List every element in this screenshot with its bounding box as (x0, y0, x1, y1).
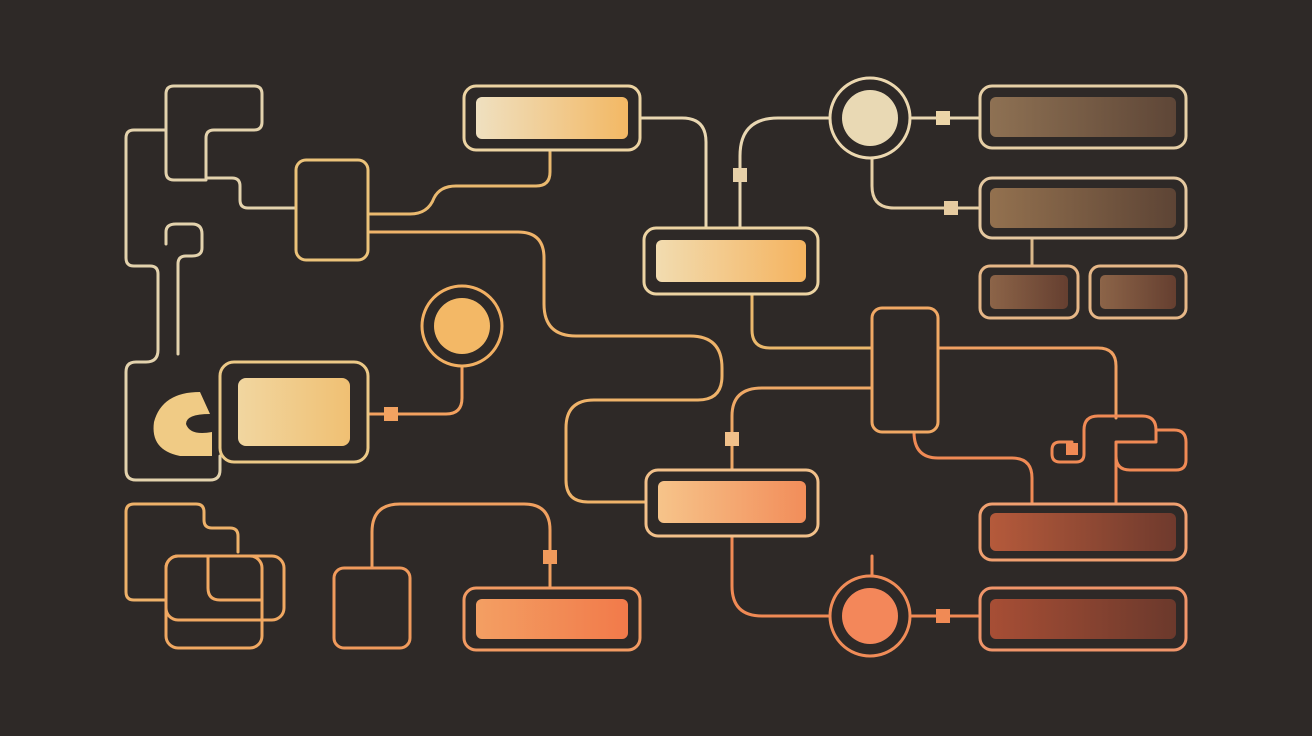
node-box-stack-a[interactable] (164, 554, 286, 622)
connector-square (733, 168, 747, 182)
wire-circle-to-left-bar (368, 364, 464, 416)
connector-squares (384, 111, 1078, 623)
maze-wire-top-b (164, 92, 208, 182)
circle-node-top[interactable] (842, 90, 898, 146)
node-box-stack-inner (206, 554, 264, 602)
bar-brown-small-2[interactable] (1100, 275, 1176, 309)
wire-box-to-top-bar (368, 150, 552, 216)
connector-square (384, 407, 398, 421)
knot-wire-c (1050, 428, 1086, 464)
bar-top[interactable] (476, 97, 628, 139)
maze-bottom-b (124, 510, 168, 602)
knot-wire-b (1114, 428, 1188, 472)
bar-mid[interactable] (656, 240, 806, 282)
maze-wire-top (164, 84, 298, 210)
bar-brown-2[interactable] (990, 188, 1176, 228)
maze-hook (164, 222, 204, 356)
wire-top-bar-to-mid (638, 116, 708, 230)
hook-shape (153, 392, 212, 456)
circle-node-left[interactable] (434, 298, 490, 354)
connector-square (936, 111, 950, 125)
connector-square (1066, 443, 1078, 455)
wire-vbox-right (936, 346, 1118, 420)
circle-node-bottom[interactable] (842, 588, 898, 644)
connector-square (543, 550, 557, 564)
connector-square (936, 609, 950, 623)
wire-vbox-to-center (730, 386, 874, 472)
bar-rust-1[interactable] (990, 513, 1176, 551)
bar-bottom[interactable] (476, 599, 628, 639)
connector-square (725, 432, 739, 446)
bar-center[interactable] (658, 481, 806, 523)
circle-nodes (420, 76, 912, 658)
bar-brown-small-1[interactable] (990, 275, 1068, 309)
bar-left[interactable] (238, 378, 350, 446)
maze-wire-left (124, 128, 222, 482)
bar-brown-1[interactable] (990, 97, 1176, 137)
connector-wires (124, 84, 1188, 618)
maze-bottom-a (124, 502, 240, 554)
bar-rust-2[interactable] (990, 599, 1176, 639)
node-box-left-top[interactable] (294, 158, 370, 262)
wire-mid-to-circle (738, 116, 834, 230)
wire-center-to-circle (730, 534, 834, 618)
connector-square (944, 201, 958, 215)
wire-vbox-to-rust (912, 430, 1034, 506)
bars (153, 84, 1188, 652)
node-box-stack-b[interactable] (164, 554, 264, 650)
wire-s-curve (368, 230, 724, 504)
node-box-bottom[interactable] (332, 566, 412, 650)
wire-circle-to-brown2 (870, 156, 982, 210)
wire-box-to-bottom-bar (370, 502, 552, 590)
wire-mid-to-vbox (750, 292, 874, 350)
node-box-vertical[interactable] (870, 306, 940, 434)
outlined-boxes (164, 158, 940, 650)
